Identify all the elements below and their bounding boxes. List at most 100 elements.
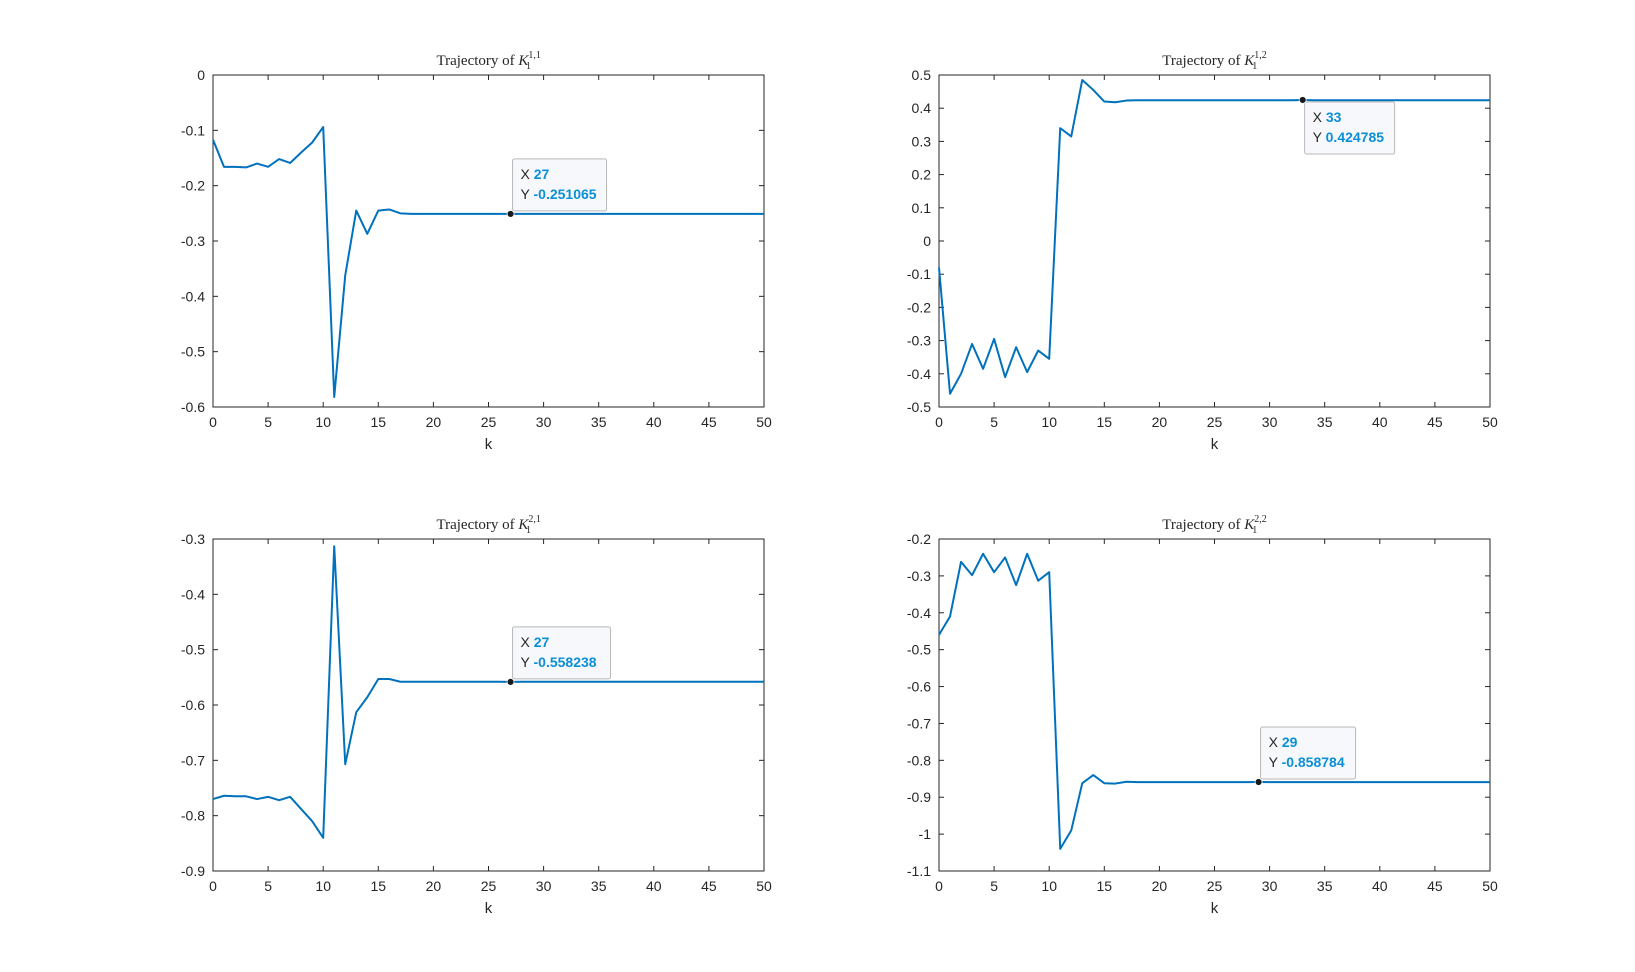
y-tick-label: 0.4 [912,100,932,116]
y-tick-label: -1.1 [907,863,931,879]
x-tick-label: 20 [1152,414,1168,430]
y-tick-label: -0.2 [907,531,931,547]
x-tick-label: 50 [1482,878,1498,894]
x-tick-label: 15 [371,414,387,430]
x-tick-label: 5 [990,878,998,894]
axes-box [938,538,1491,872]
plot-title: Trajectory of K1,2 1 [1162,50,1266,72]
datatip-box [512,626,612,680]
x-tick-label: 20 [426,878,442,894]
y-tick-label: -0.1 [907,266,931,282]
y-tick-label: 0.1 [912,200,932,216]
series-line [938,78,1490,395]
x-tick-label: 35 [1317,878,1333,894]
series-line [212,545,764,839]
datatip: X 27 Y -0.558238 [506,626,612,686]
y-tick-label: -0.4 [907,605,931,621]
x-tick-label: 45 [701,414,717,430]
y-tick-label: -0.6 [181,697,205,713]
axes-box [212,538,765,872]
x-tick-label: 35 [591,414,607,430]
datatip-box [1304,101,1396,155]
x-tick-label: 0 [209,878,217,894]
x-axis-label: k [1211,900,1219,917]
y-tick-label: -0.4 [181,586,205,602]
y-tick-label: -0.7 [181,752,205,768]
x-tick-label: 45 [701,878,717,894]
y-tick-label: -0.8 [907,752,931,768]
y-tick-label: -0.5 [907,399,931,415]
x-tick-label: 30 [1262,414,1278,430]
x-tick-label: 50 [756,878,772,894]
x-tick-label: 25 [481,414,497,430]
x-tick-label: 15 [1097,414,1113,430]
datatip-marker [506,210,515,218]
x-tick-label: 0 [935,414,943,430]
x-tick-label: 20 [426,414,442,430]
y-tick-label: -0.6 [181,399,205,415]
y-tick-label: -0.7 [907,715,931,731]
x-axis-label: k [485,436,493,453]
x-tick-label: 40 [1372,878,1388,894]
y-tick-label: 0.2 [912,167,932,183]
y-tick-label: -0.9 [907,789,931,805]
x-tick-label: 5 [264,878,272,894]
axes-box [938,74,1491,408]
datatip-x: X 27 [521,166,550,182]
x-tick-label: 50 [756,414,772,430]
datatip-marker [506,677,515,686]
x-tick-label: 5 [990,414,998,430]
x-tick-label: 10 [1041,878,1057,894]
series-line [938,552,1490,850]
x-tick-label: 45 [1427,414,1443,430]
datatip: X 33 Y 0.424785 [1298,96,1396,155]
x-tick-label: 25 [1207,878,1223,894]
subplot-1: 0 5 10 15 20 25 30 35 40 45 50 0 -0.1 -0.2 -0.3 -0.4 -0.… [181,50,772,453]
x-tick-label: 10 [315,414,331,430]
subplot-4: 0 5 10 15 20 25 30 35 40 45 50 -0.2 -0.3 -0.4 -0.5 -0.6… [907,514,1498,917]
x-tick-label: 30 [536,414,552,430]
y-tick-label: -0.3 [907,568,931,584]
datatip: X 27 Y -0.251065 [506,158,608,218]
y-tick-label: 0.5 [912,67,932,83]
x-tick-label: 5 [264,414,272,430]
datatip-box [512,158,608,212]
y-tick-label: 0.3 [912,133,932,149]
axes-box [212,74,765,408]
y-tick-label: -0.1 [181,122,205,138]
x-tick-label: 45 [1427,878,1443,894]
x-tick-label: 35 [1317,414,1333,430]
subplot-2: 0 5 10 15 20 25 30 35 40 45 50 0.5 0.4 0.3 0.2 0.1 0 -0.1… [907,50,1498,453]
x-tick-label: 20 [1152,878,1168,894]
x-tick-label: 40 [1372,414,1388,430]
datatip-y: Y 0.424785 [1313,129,1385,145]
plot-title: Trajectory of K1,1 1 [436,50,540,72]
y-tick-label: -0.4 [181,288,205,304]
datatip-x: X 27 [521,634,550,650]
y-tick-label: -0.3 [907,333,931,349]
x-axis-label: k [1211,436,1219,453]
datatip-y: Y -0.558238 [521,654,597,670]
x-tick-label: 30 [1262,878,1278,894]
x-tick-label: 30 [536,878,552,894]
x-tick-label: 35 [591,878,607,894]
x-tick-label: 15 [1097,878,1113,894]
subplots: 0 5 10 15 20 25 30 35 40 45 500-0.1-0.2-0.3-0.4-0.… [181,50,1498,917]
y-tick-label: 0 [923,233,931,249]
y-tick-label: -0.6 [907,679,931,695]
x-tick-label: 25 [1207,414,1223,430]
y-tick-label: -0.8 [181,808,205,824]
y-tick-label: -0.4 [907,366,931,382]
y-tick-label: -0.2 [181,178,205,194]
y-tick-label: -0.3 [181,531,205,547]
y-tick-label: -0.3 [181,233,205,249]
plot-title: Trajectory of K2,1 1 [436,514,540,536]
x-tick-label: 0 [935,878,943,894]
x-tick-label: 50 [1482,414,1498,430]
y-tick-label: 0 [197,67,205,83]
x-tick-label: 0 [209,414,217,430]
subplot-3: 0 5 10 15 20 25 30 35 40 45 50 -0.3 -0.4 -0.5 -0.6 -0.7… [181,514,772,917]
x-tick-label: 25 [481,878,497,894]
series-line [212,126,764,399]
